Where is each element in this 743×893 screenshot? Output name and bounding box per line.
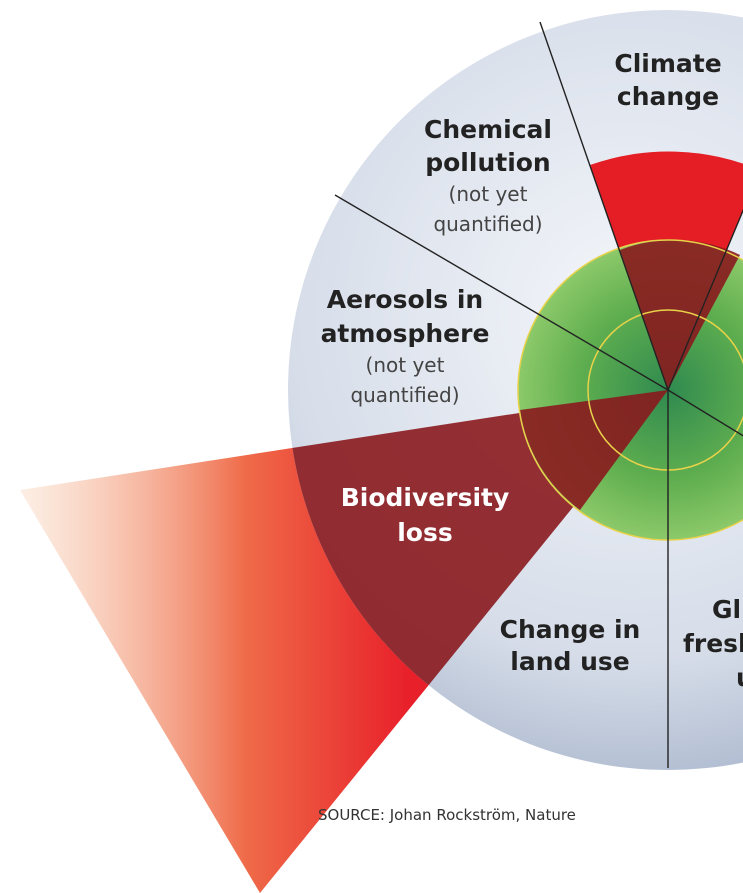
label: Aerosols in <box>327 285 483 314</box>
source: SOURCE: Johan Rockström, Nature <box>318 806 576 824</box>
label: land use <box>510 647 629 676</box>
note: (not yet <box>449 182 528 206</box>
label: change <box>617 82 719 111</box>
note: quantified) <box>350 383 459 407</box>
label: Chemical <box>424 115 552 144</box>
label: loss <box>397 518 453 547</box>
label: atmosphere <box>321 319 490 348</box>
label: pollution <box>425 148 551 177</box>
label: Climate <box>614 49 721 78</box>
label: u <box>736 663 743 692</box>
label: Gl <box>712 595 741 624</box>
label: Change in <box>500 615 641 644</box>
note: quantified) <box>433 212 542 236</box>
label: Biodiversity <box>341 483 510 512</box>
note: (not yet <box>366 353 445 377</box>
artwork <box>20 10 743 893</box>
label: fresh <box>683 629 743 658</box>
